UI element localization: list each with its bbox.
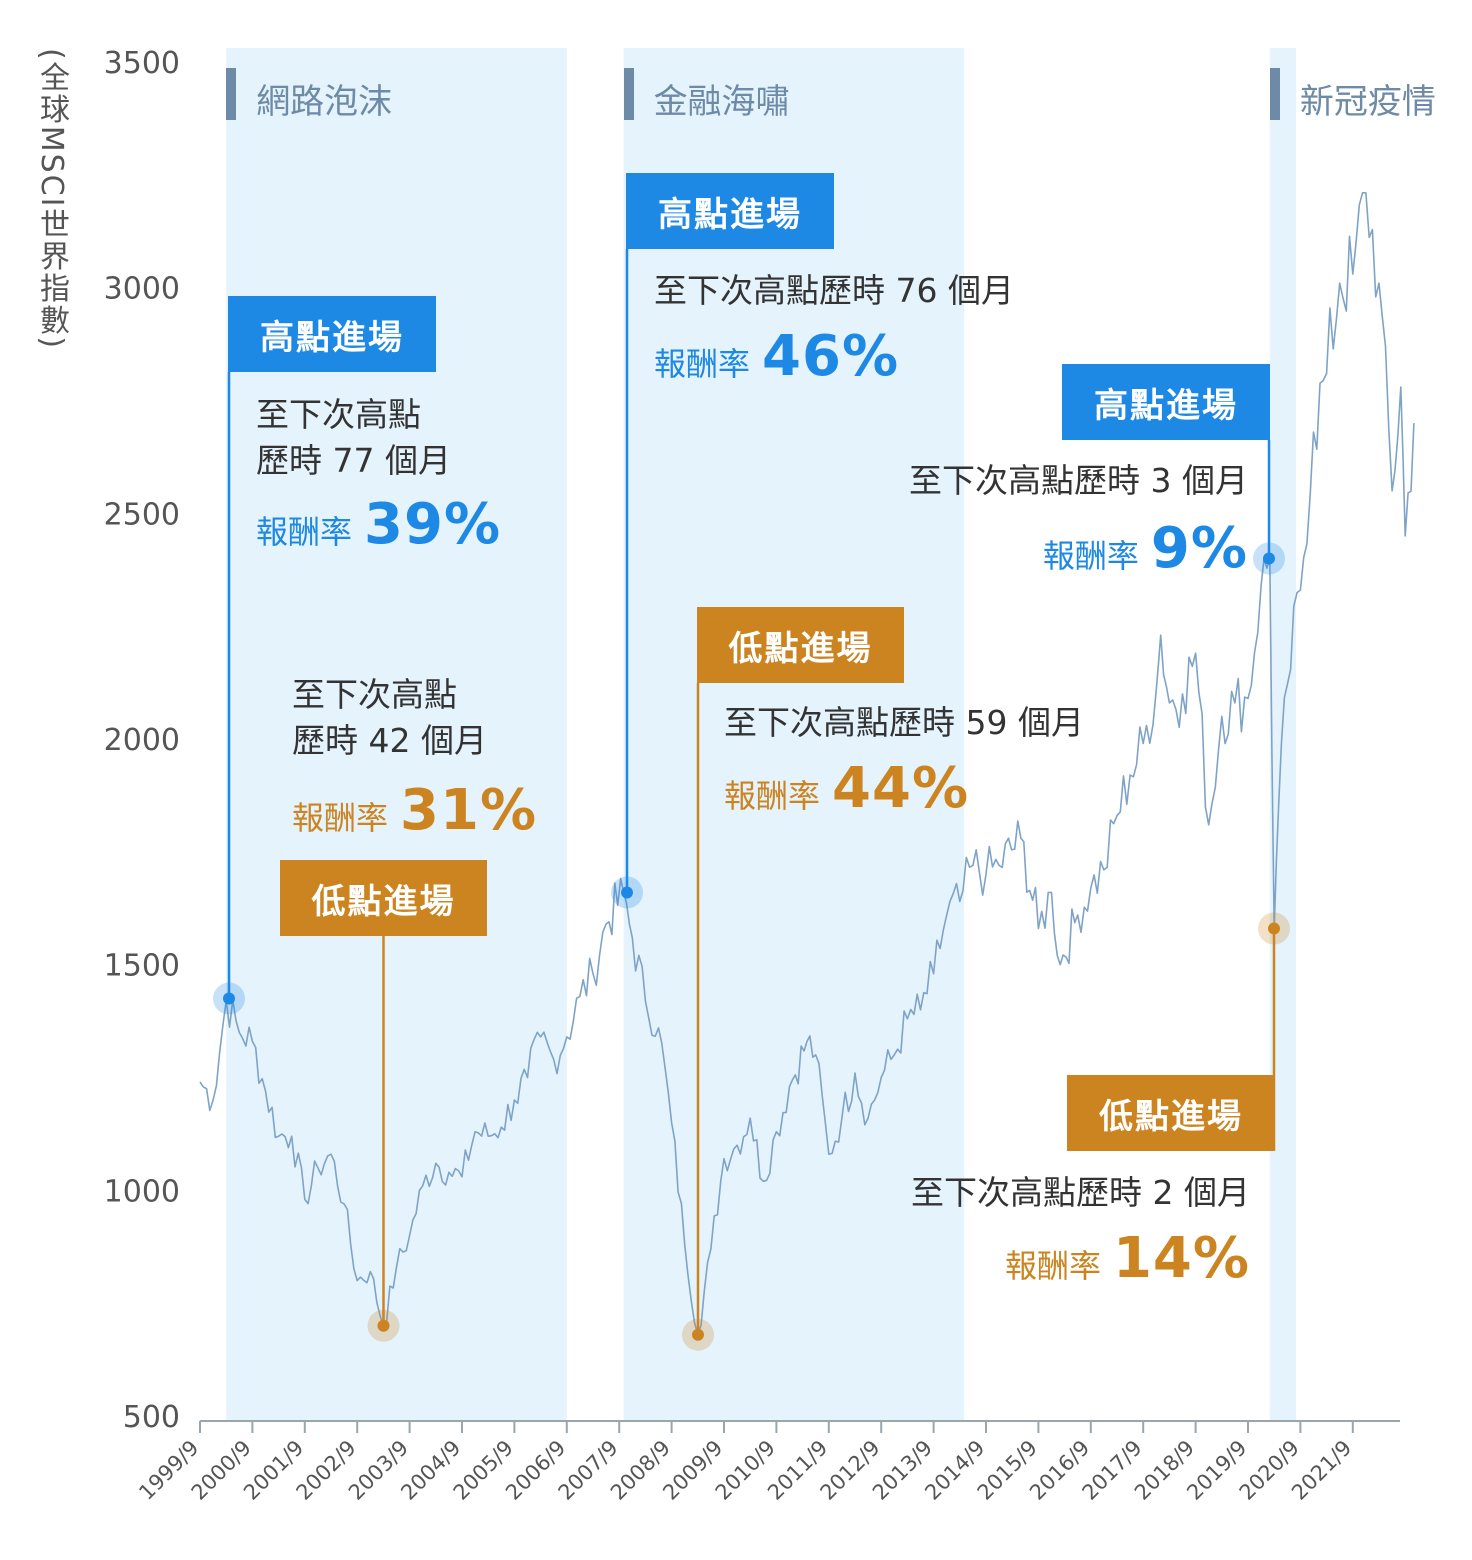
marker-point	[692, 1328, 704, 1341]
y-tick-label: 2500	[104, 497, 180, 532]
duration-note-line: 至下次高點歷時 76 個月	[654, 271, 1014, 310]
duration-note: 至下次高點歷時 42 個月	[292, 672, 487, 764]
return-rate: 報酬率 44%	[724, 756, 969, 821]
return-rate: 報酬率 46%	[654, 324, 899, 389]
marker-point	[1263, 552, 1275, 565]
duration-note: 至下次高點歷時 77 個月	[256, 392, 451, 484]
high-entry-label: 高點進場	[626, 173, 834, 249]
period-label: 新冠疫情	[1299, 82, 1436, 122]
return-rate-value: 44%	[832, 756, 970, 821]
marker-points	[213, 542, 1290, 1351]
return-rate-value: 39%	[364, 492, 502, 557]
y-axis-title: (全球MSCI世界指數)	[34, 48, 69, 351]
marker-point	[223, 992, 235, 1005]
period-band	[623, 48, 965, 1421]
duration-note-line: 至下次高點歷時 3 個月	[909, 461, 1248, 500]
high-entry-label: 高點進場	[1062, 364, 1270, 440]
duration-note-line: 至下次高點	[256, 395, 421, 434]
marker-point	[621, 886, 633, 899]
period-label: 網路泡沫	[256, 82, 393, 122]
return-rate-value: 9%	[1150, 516, 1248, 581]
return-rate: 報酬率 9%	[1043, 516, 1248, 581]
y-tick-label: 3500	[104, 46, 180, 81]
period-label-bar	[226, 68, 237, 120]
period-label-bar	[623, 68, 634, 120]
duration-note-line: 至下次高點歷時 2 個月	[911, 1173, 1250, 1212]
return-rate-label: 報酬率	[1042, 537, 1139, 575]
y-tick-label: 1000	[104, 1174, 180, 1209]
return-rate-label: 報酬率	[654, 345, 751, 383]
y-tick-label: 2000	[104, 723, 180, 758]
duration-note-line: 至下次高點	[292, 675, 457, 714]
period-bands	[226, 48, 1297, 1421]
duration-note: 至下次高點歷時 59 個月	[724, 700, 1084, 746]
low-entry-label: 低點進場	[697, 607, 904, 683]
msci-series-line	[199, 191, 1415, 1336]
period-band	[226, 48, 567, 1421]
return-rate: 報酬率 14%	[1005, 1226, 1250, 1291]
series-layer	[199, 191, 1415, 1336]
marker-point	[1268, 922, 1280, 935]
low-entry-label: 低點進場	[1067, 1075, 1275, 1151]
duration-note-line: 歷時 42 個月	[292, 721, 487, 760]
marker-point	[377, 1319, 390, 1332]
low-entry-label: 低點進場	[280, 860, 487, 936]
y-tick-label: 1500	[104, 949, 180, 984]
y-tick-label: 3000	[104, 272, 180, 307]
y-axis: 3500 3000 2500 2000 1500 1000 500	[104, 46, 180, 1435]
return-rate: 報酬率 31%	[292, 778, 537, 843]
duration-note: 至下次高點歷時 76 個月	[654, 268, 1014, 314]
duration-note: 至下次高點歷時 3 個月	[909, 458, 1248, 504]
duration-note-line: 歷時 77 個月	[256, 441, 451, 480]
return-rate-label: 報酬率	[724, 777, 821, 815]
duration-note: 至下次高點歷時 2 個月	[911, 1170, 1250, 1216]
return-rate-label: 報酬率	[292, 799, 389, 837]
x-tick-label: 2021/9	[1287, 1436, 1356, 1505]
return-rate-value: 31%	[400, 778, 538, 843]
period-label: 金融海嘯	[653, 82, 790, 122]
return-rate-label: 報酬率	[256, 513, 353, 551]
high-entry-label: 高點進場	[228, 296, 436, 372]
return-rate: 報酬率 39%	[256, 492, 501, 557]
return-rate-label: 報酬率	[1004, 1247, 1101, 1285]
period-label-bar	[1269, 68, 1280, 120]
duration-note-line: 至下次高點歷時 59 個月	[724, 703, 1084, 742]
period-band	[1269, 48, 1297, 1421]
return-rate-value: 14%	[1112, 1226, 1250, 1291]
return-rate-value: 46%	[762, 324, 900, 389]
y-tick-label: 500	[123, 1400, 180, 1435]
x-axis: 1999/92000/92001/92002/92003/92004/92005…	[134, 1420, 1400, 1505]
